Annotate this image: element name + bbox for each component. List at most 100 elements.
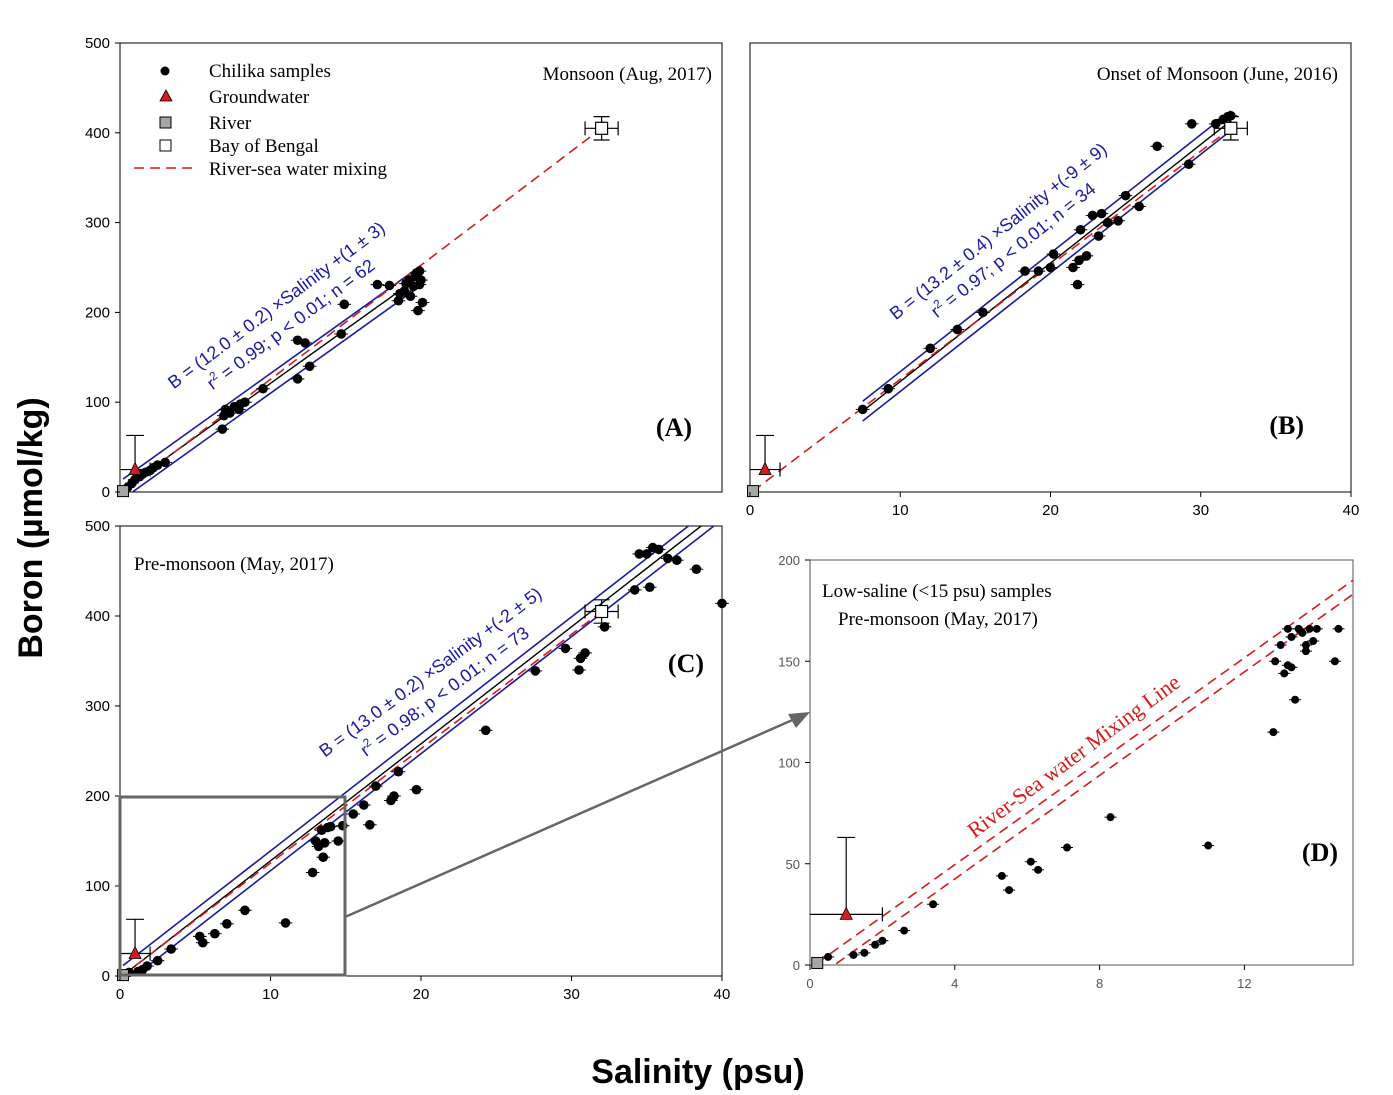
panel-c-xtick-label: 20 — [413, 986, 430, 1003]
panel-c-fit-group — [122, 526, 716, 976]
panel-d-sample-point — [1330, 657, 1339, 666]
panel-c-ytick-label: 0 — [102, 968, 110, 985]
panel-a-sample-point — [217, 424, 228, 434]
panel-d-ytick-label: 100 — [778, 756, 800, 771]
panel-c-eq-line2: r2 = 0.98; p < 0.01; n = 73 — [355, 621, 532, 760]
panel-a-fit-line — [122, 275, 422, 490]
panel-a-ytick-label: 500 — [85, 35, 110, 52]
panel-c-xtick-label: 10 — [262, 986, 279, 1003]
panel-b-sample-point — [1210, 119, 1221, 129]
panel-b-sample-point — [1068, 262, 1078, 273]
panel-d-ytick-label: 50 — [786, 857, 800, 872]
y-axis-title: Boron (µmol/kg) — [12, 397, 50, 658]
legend-marker-samples — [160, 66, 170, 76]
legend-marker-river — [159, 116, 172, 129]
panel-a-sample-point — [292, 374, 303, 384]
panel-d-sample-point — [849, 950, 858, 959]
panel-c-sample-point — [480, 725, 491, 736]
panel-d-tag: (D) — [1302, 838, 1338, 867]
panel-d-sample-point — [1334, 624, 1343, 633]
panel-c-sample-point — [365, 820, 375, 830]
panel-a-groundwater-marker — [128, 461, 142, 475]
panel-c-xtick-label: 30 — [563, 986, 580, 1003]
legend-marker-bay — [159, 139, 172, 152]
panel-b-sample-point — [857, 404, 868, 415]
panel-c-bay-marker — [594, 604, 609, 619]
panel-b-sample-point — [1048, 249, 1059, 259]
panel-d-xtick-label: 8 — [1096, 976, 1103, 991]
panel-b-sample-point — [1081, 251, 1092, 261]
zoom-box — [118, 795, 347, 977]
panel-d-sample-point — [1005, 886, 1014, 895]
legend: Chilika samples Groundwater River Bay of… — [134, 61, 387, 180]
panel-d-sample-point — [878, 936, 887, 945]
marks-layer — [117, 110, 1345, 982]
x-axis-title: Salinity (psu) — [591, 1053, 804, 1091]
legend-label-mixing: River-sea water mixing — [209, 159, 387, 180]
panel-d-sample-point — [1280, 669, 1289, 678]
panel-d-xtick-label: 12 — [1237, 976, 1251, 991]
panel-b-sample-point — [1183, 159, 1194, 170]
panel-a-ytick-label: 400 — [85, 125, 110, 142]
panel-b-sample-point — [1134, 201, 1144, 212]
panel-c-sample-point — [691, 564, 702, 574]
panel-a-sample-point — [416, 275, 426, 285]
panel-b-equation: B = (13.2 ± 0.4) ×Salinity +(-9 ± 9) r2 … — [886, 139, 1111, 324]
panel-c-sample-point — [653, 544, 664, 555]
panel-c-sample-point — [530, 666, 541, 676]
panel-b-sample-point — [1093, 231, 1104, 241]
panel-a-title: Monsoon (Aug, 2017) — [543, 64, 712, 85]
panel-a-sample-point — [414, 266, 425, 276]
panel-d-sample-point — [1312, 624, 1321, 633]
panel-d-sample-point — [1298, 628, 1307, 637]
panel-c-fit-upper-bound — [122, 526, 690, 967]
panel-c-fit-lower-bound — [133, 526, 716, 976]
legend-label-samples: Chilika samples — [209, 61, 331, 82]
panel-c-ytick-label: 300 — [85, 698, 110, 715]
legend-label-river: River — [209, 113, 252, 134]
panel-b-sample-point — [1186, 119, 1197, 129]
panel-d-sample-point — [1301, 641, 1310, 650]
panel-b-sample-point — [1113, 216, 1123, 226]
panel-d-xtick-label: 4 — [951, 976, 958, 991]
legend-marker-groundwater — [159, 89, 173, 102]
panel-c-ytick-label: 400 — [85, 608, 110, 625]
panel-a-tag: (A) — [656, 413, 692, 442]
panel-d-sample-point — [1269, 728, 1278, 737]
panel-c-eq-line1: B = (13.0 ± 0.2) ×Salinity +(-2 ± 5) — [315, 583, 545, 761]
panel-c-sample-point — [672, 555, 682, 565]
panel-a-fit-lower-bound — [131, 284, 422, 492]
panel-b-title: Onset of Monsoon (June, 2016) — [1097, 64, 1338, 85]
panel-c-sample-point — [574, 665, 584, 675]
panel-b-bay-marker — [1224, 121, 1238, 135]
panel-b-fit-lower-bound — [862, 130, 1232, 422]
panel-c-sample-point — [348, 809, 359, 819]
panel-c-sample-point — [152, 955, 163, 966]
panel-c-sample-point — [634, 549, 645, 559]
panel-c-sample-point — [142, 961, 152, 971]
panel-d-ytick-label: 150 — [778, 654, 800, 669]
panel-a-sample-point — [160, 457, 170, 468]
panel-c-sample-point — [389, 791, 399, 801]
panel-c-sample-point — [599, 622, 610, 632]
panel-d-mixing-line — [816, 579, 1354, 964]
panel-a-sample-point — [240, 397, 250, 408]
panel-a-sample-point — [300, 338, 310, 348]
panel-b-sample-point — [1020, 266, 1030, 276]
panel-c-equation: B = (13.0 ± 0.2) ×Salinity +(-2 ± 5) r2 … — [315, 583, 545, 761]
panel-b-sample-point — [925, 343, 936, 354]
panel-d-ytick-label: 0 — [793, 958, 800, 973]
panel-c-xtick-label: 40 — [714, 986, 731, 1003]
panel-b-sample-point — [978, 307, 988, 318]
panel-d-sample-point — [1291, 695, 1300, 704]
panel-b-tag: (B) — [1269, 411, 1304, 440]
panel-a-frame — [119, 42, 723, 493]
panel-d-sample-point — [1204, 841, 1213, 850]
panel-b-sample-point — [1074, 255, 1084, 266]
panel-c-tag: (C) — [668, 649, 704, 678]
panel-d-sample-point — [1309, 637, 1318, 645]
panel-c-sample-point — [717, 598, 727, 609]
panel-d-sample-point — [1034, 865, 1043, 874]
